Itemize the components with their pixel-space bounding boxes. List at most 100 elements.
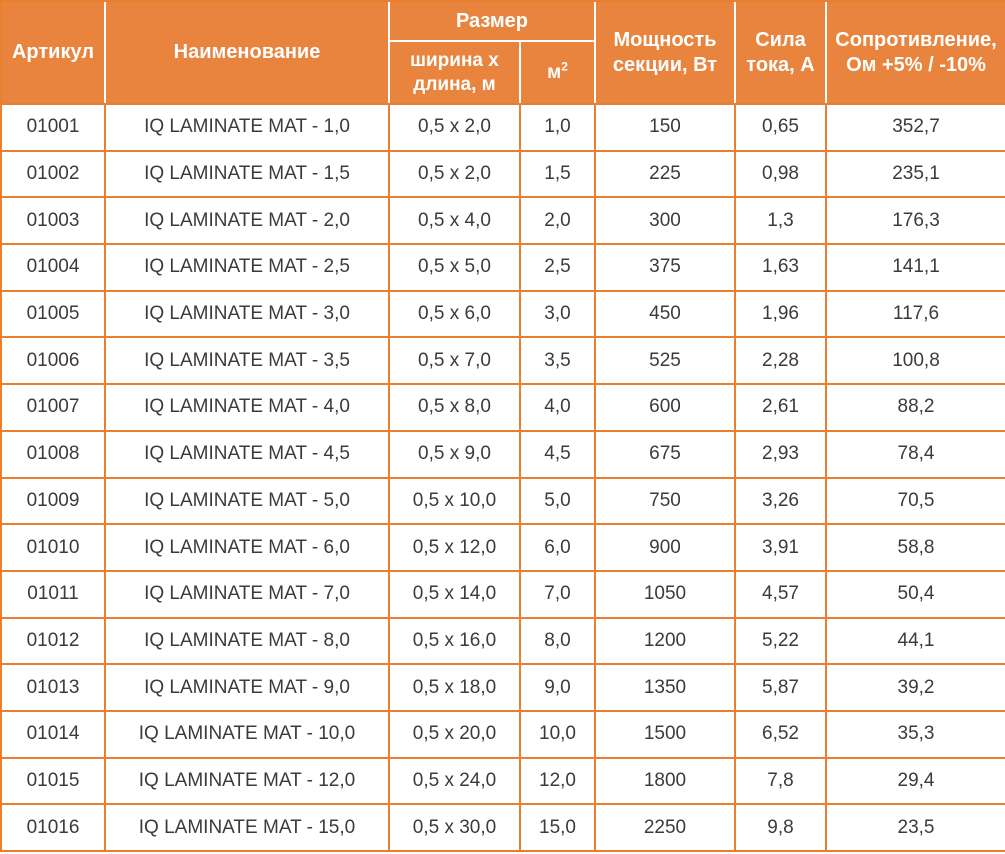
cell-area: 9,0 — [521, 663, 596, 710]
cell-size: 0,5 x 10,0 — [390, 476, 521, 524]
cell-power: 2250 — [596, 803, 736, 850]
cell-power: 1050 — [596, 569, 736, 617]
cell-article: 01004 — [2, 243, 106, 290]
cell-size: 0,5 x 14,0 — [390, 569, 521, 617]
cell-resistance: 100,8 — [827, 336, 1005, 384]
cell-current: 0,65 — [736, 103, 827, 150]
cell-resistance: 39,2 — [827, 663, 1005, 710]
table-row: 01008 IQ LAMINATE MAT - 4,5 0,5 x 9,0 4,… — [2, 429, 1005, 477]
cell-resistance: 23,5 — [827, 803, 1005, 850]
cell-power: 900 — [596, 523, 736, 570]
cell-area: 6,0 — [521, 523, 596, 570]
cell-area: 10,0 — [521, 709, 596, 757]
cell-size: 0,5 x 2,0 — [390, 149, 521, 197]
table-row: 01003 IQ LAMINATE MAT - 2,0 0,5 x 4,0 2,… — [2, 196, 1005, 244]
table-row: 01014 IQ LAMINATE MAT - 10,0 0,5 x 20,0 … — [2, 709, 1005, 757]
cell-article: 01009 — [2, 476, 106, 524]
cell-power: 525 — [596, 336, 736, 384]
cell-power: 1350 — [596, 663, 736, 710]
cell-resistance: 70,5 — [827, 476, 1005, 524]
cell-area: 5,0 — [521, 476, 596, 524]
cell-power: 1800 — [596, 756, 736, 804]
cell-area: 2,0 — [521, 196, 596, 244]
cell-power: 300 — [596, 196, 736, 244]
area-unit-base: м — [547, 61, 562, 83]
cell-name: IQ LAMINATE MAT - 4,5 — [106, 429, 390, 477]
column-header-area: м2 — [521, 42, 596, 103]
cell-article: 01012 — [2, 616, 106, 664]
cell-resistance: 29,4 — [827, 756, 1005, 804]
cell-name: IQ LAMINATE MAT - 1,5 — [106, 149, 390, 197]
cell-resistance: 176,3 — [827, 196, 1005, 244]
cell-power: 675 — [596, 429, 736, 477]
cell-current: 2,61 — [736, 383, 827, 430]
table-row: 01010 IQ LAMINATE MAT - 6,0 0,5 x 12,0 6… — [2, 523, 1005, 570]
cell-area: 1,0 — [521, 103, 596, 150]
cell-resistance: 58,8 — [827, 523, 1005, 570]
cell-area: 7,0 — [521, 569, 596, 617]
cell-power: 1500 — [596, 709, 736, 757]
cell-area: 4,5 — [521, 429, 596, 477]
cell-current: 2,28 — [736, 336, 827, 384]
cell-article: 01011 — [2, 569, 106, 617]
cell-area: 4,0 — [521, 383, 596, 430]
cell-current: 1,63 — [736, 243, 827, 290]
cell-power: 1200 — [596, 616, 736, 664]
cell-name: IQ LAMINATE MAT - 9,0 — [106, 663, 390, 710]
cell-size: 0,5 x 6,0 — [390, 289, 521, 337]
cell-size: 0,5 x 24,0 — [390, 756, 521, 804]
cell-article: 01003 — [2, 196, 106, 244]
cell-article: 01005 — [2, 289, 106, 337]
cell-article: 01002 — [2, 149, 106, 197]
cell-size: 0,5 x 5,0 — [390, 243, 521, 290]
column-header-article: Артикул — [2, 2, 106, 103]
table-body: 01001 IQ LAMINATE MAT - 1,0 0,5 x 2,0 1,… — [2, 103, 1005, 850]
cell-article: 01010 — [2, 523, 106, 570]
column-header-resistance: Сопротивление, Ом +5% / -10% — [827, 2, 1005, 103]
cell-area: 8,0 — [521, 616, 596, 664]
cell-article: 01006 — [2, 336, 106, 384]
table-row: 01012 IQ LAMINATE MAT - 8,0 0,5 x 16,0 8… — [2, 616, 1005, 664]
cell-size: 0,5 x 4,0 — [390, 196, 521, 244]
cell-name: IQ LAMINATE MAT - 3,0 — [106, 289, 390, 337]
cell-name: IQ LAMINATE MAT - 2,5 — [106, 243, 390, 290]
cell-area: 3,5 — [521, 336, 596, 384]
cell-resistance: 88,2 — [827, 383, 1005, 430]
cell-area: 12,0 — [521, 756, 596, 804]
cell-name: IQ LAMINATE MAT - 8,0 — [106, 616, 390, 664]
cell-current: 0,98 — [736, 149, 827, 197]
cell-size: 0,5 x 7,0 — [390, 336, 521, 384]
cell-current: 3,26 — [736, 476, 827, 524]
cell-name: IQ LAMINATE MAT - 7,0 — [106, 569, 390, 617]
column-header-current: Сила тока, А — [736, 2, 827, 103]
cell-article: 01016 — [2, 803, 106, 850]
table-row: 01016 IQ LAMINATE MAT - 15,0 0,5 x 30,0 … — [2, 803, 1005, 850]
cell-name: IQ LAMINATE MAT - 6,0 — [106, 523, 390, 570]
cell-resistance: 117,6 — [827, 289, 1005, 337]
column-header-power: Мощность секции, Вт — [596, 2, 736, 103]
cell-current: 6,52 — [736, 709, 827, 757]
cell-article: 01013 — [2, 663, 106, 710]
cell-size: 0,5 x 20,0 — [390, 709, 521, 757]
cell-name: IQ LAMINATE MAT - 10,0 — [106, 709, 390, 757]
cell-resistance: 78,4 — [827, 429, 1005, 477]
cell-area: 3,0 — [521, 289, 596, 337]
cell-current: 1,96 — [736, 289, 827, 337]
cell-area: 15,0 — [521, 803, 596, 850]
cell-power: 375 — [596, 243, 736, 290]
table-row: 01006 IQ LAMINATE MAT - 3,5 0,5 x 7,0 3,… — [2, 336, 1005, 384]
cell-size: 0,5 x 8,0 — [390, 383, 521, 430]
cell-name: IQ LAMINATE MAT - 4,0 — [106, 383, 390, 430]
cell-resistance: 44,1 — [827, 616, 1005, 664]
cell-article: 01007 — [2, 383, 106, 430]
cell-power: 750 — [596, 476, 736, 524]
cell-name: IQ LAMINATE MAT - 15,0 — [106, 803, 390, 850]
table-row: 01002 IQ LAMINATE MAT - 1,5 0,5 x 2,0 1,… — [2, 149, 1005, 197]
cell-current: 2,93 — [736, 429, 827, 477]
cell-name: IQ LAMINATE MAT - 1,0 — [106, 103, 390, 150]
cell-area: 2,5 — [521, 243, 596, 290]
cell-article: 01015 — [2, 756, 106, 804]
cell-size: 0,5 x 2,0 — [390, 103, 521, 150]
cell-size: 0,5 x 9,0 — [390, 429, 521, 477]
